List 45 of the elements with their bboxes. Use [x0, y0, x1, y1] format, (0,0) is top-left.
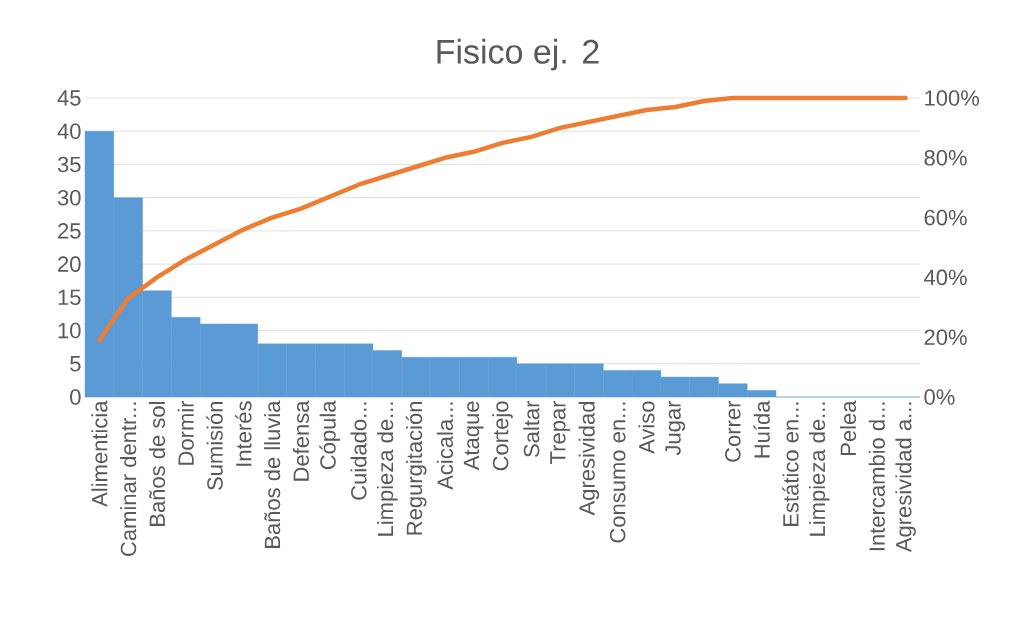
y-tick-label: 5 [70, 356, 81, 372]
x-tick-label: Alimenticia [91, 400, 108, 507]
x-tick-label: Consumo en... [609, 402, 626, 543]
x-tick-label: Saltar [523, 400, 540, 457]
y-tick-label: 0 [70, 389, 81, 405]
x-tick-label: Caminar dentr... [120, 402, 137, 556]
x-tick-label: Interés [235, 401, 252, 466]
x-tick-label: Sumisión [206, 401, 223, 490]
x-tick-label: Jugar [665, 400, 686, 456]
y-tick-label: 20 [58, 256, 81, 272]
x-tick-label: Limpieza de... [377, 402, 398, 536]
y2-tick-label: 40% [924, 269, 967, 286]
y-tick-label: 25 [58, 223, 81, 239]
y2-tick-label: 100% [925, 90, 980, 106]
x-tick-label: Huída [753, 400, 770, 458]
x-tick-label: Pelea [839, 400, 857, 455]
x-tick-label: Defensa [292, 400, 310, 481]
y-tick-label: 30 [57, 189, 81, 206]
x-tick-label: Trepar [550, 400, 570, 464]
x-tick-label: Dormir [177, 400, 194, 465]
x-tick-label: Estático en... [782, 402, 799, 526]
x-tick-label: Limpieza de... [808, 402, 830, 536]
x-tick-label: Regurgitación [405, 401, 427, 535]
x-tick-label: Acicala... [436, 402, 453, 490]
x-tick-label: Agresividad [578, 401, 600, 516]
y-tick-label: 45 [57, 90, 81, 106]
x-tick-label: Aviso [638, 401, 655, 454]
y2-tick-label: 60% [924, 209, 967, 226]
y-tick-label: 35 [57, 156, 81, 173]
chart-title: Fisico ej. 2 [437, 38, 599, 71]
y-tick-label: 10 [58, 322, 81, 339]
x-tick-label: Baños de lluvia [264, 400, 281, 548]
x-tick-label: Intercambio d... [868, 402, 885, 551]
x-tick-label: Correr [725, 400, 741, 462]
x-tick-label: Ataque [463, 401, 484, 471]
x-tick-label: Cópula [319, 400, 341, 470]
y2-tick-label: 20% [924, 329, 967, 345]
x-tick-label: Cuidado... [350, 402, 367, 500]
y-tick-label: 40 [57, 123, 81, 140]
x-tick-label: Baños de sol [148, 402, 166, 526]
x-tick-label: Agresividad a... [895, 402, 916, 553]
x-tick-label: Cortejo [492, 401, 513, 471]
y2-tick-label: 80% [924, 150, 967, 166]
y2-tick-label: 0% [924, 389, 955, 405]
y-tick-label: 15 [58, 289, 81, 306]
